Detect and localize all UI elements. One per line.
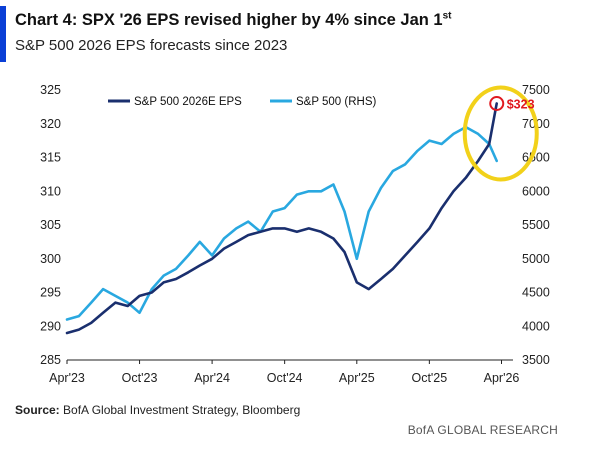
source-note: Source: BofA Global Investment Strategy,… [15,403,301,417]
x-tick-label: Oct'23 [122,371,158,385]
spx-line [65,125,499,321]
x-tick-label: Apr'26 [484,371,520,385]
x-tick-label: Apr'23 [49,371,85,385]
x-tick-label: Oct'24 [267,371,303,385]
plot-area [65,102,499,335]
y-left-tick-label: 295 [40,286,61,300]
y-left-tick-label: 290 [40,319,61,333]
y-right-tick-label: 7500 [522,83,550,97]
y-left-tick-label: 325 [40,83,61,97]
axes: Apr'23 Oct'23 Apr'24 Oct'24 Apr'25 Oct'25 Apr'… [40,83,550,385]
x-tick-label: Oct'25 [411,371,447,385]
chart-subtitle: S&P 500 2026 EPS forecasts since 2023 [15,37,288,54]
eps-line [65,102,499,335]
y-left-tick-label: 300 [40,252,61,266]
x-tick-label: Apr'25 [339,371,375,385]
legend-spx-label: S&P 500 (RHS) [296,96,376,108]
y-left-tick-label: 310 [40,184,61,198]
y-right-tick-label: 6500 [522,151,550,165]
y-right-tick-label: 4500 [522,286,550,300]
x-tick-label: Apr'24 [194,371,230,385]
legend: S&P 500 2026E EPS S&P 500 (RHS) [108,96,376,108]
y-left-tick-label: 285 [40,353,61,367]
chart-title: Chart 4: SPX '26 EPS revised higher by 4… [15,10,452,29]
y-left-tick-label: 305 [40,218,61,232]
highlight-ring [462,85,539,182]
y-left-tick-label: 320 [40,117,61,131]
y-left-tick-label: 315 [40,151,61,165]
y-right-tick-label: 5500 [522,218,550,232]
annotation-label: $323 [507,98,535,112]
line-chart: Apr'23 Oct'23 Apr'24 Oct'24 Apr'25 Oct'25 Apr'… [40,83,550,385]
y-right-tick-label: 6000 [522,184,550,198]
y-right-tick-label: 5000 [522,252,550,266]
annotation-group: $323 [462,85,539,182]
accent-bar [0,6,6,62]
brand-footer: BofA GLOBAL RESEARCH [407,423,558,437]
y-right-tick-label: 3500 [522,353,550,367]
annotation-marker [489,96,505,111]
legend-eps-label: S&P 500 2026E EPS [134,96,242,108]
y-right-tick-label: 4000 [522,319,550,333]
